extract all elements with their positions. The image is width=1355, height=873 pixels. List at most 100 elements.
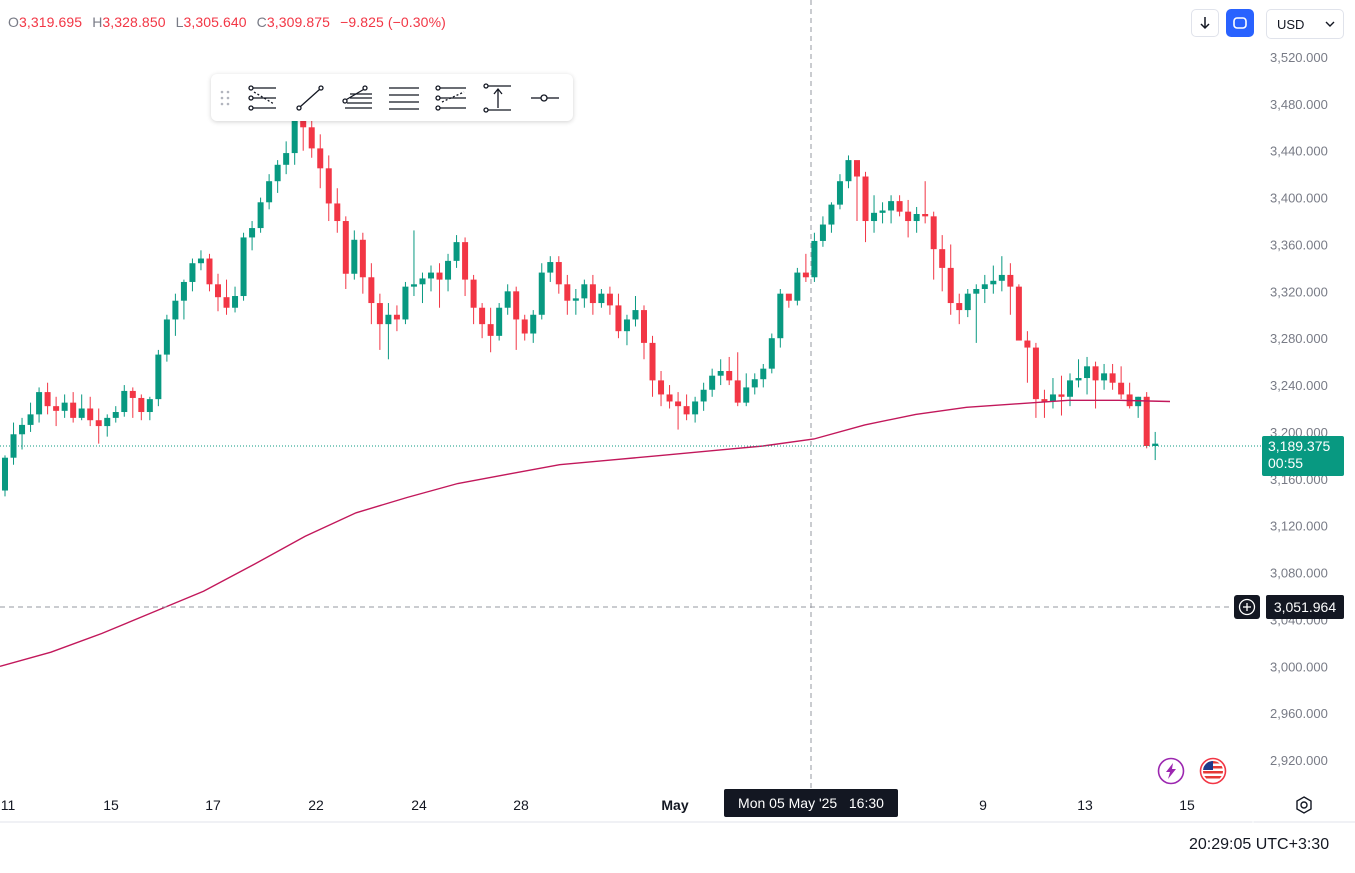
candle <box>419 272 426 304</box>
candle <box>402 281 409 325</box>
candle <box>27 402 34 432</box>
candle <box>351 230 358 280</box>
candle <box>819 216 826 247</box>
us-flag-icon[interactable] <box>1199 757 1227 785</box>
candle <box>1075 359 1082 388</box>
regression-trend-tool-icon <box>434 84 466 111</box>
plus-circle-icon <box>1238 598 1256 616</box>
candle <box>19 417 26 450</box>
candle <box>87 396 94 427</box>
drawing-tools-toolbar <box>211 74 573 121</box>
candle <box>692 396 699 423</box>
regression-trend-tool-button[interactable] <box>427 79 474 117</box>
candle <box>913 206 920 233</box>
candle <box>1007 263 1014 315</box>
candle <box>734 352 741 407</box>
candle <box>981 274 988 304</box>
price-tick-label: 3,480.000 <box>1270 97 1328 112</box>
candle <box>666 385 673 409</box>
candle <box>905 199 912 238</box>
crosshair-date-label: Mon 05 May '25 16:30 <box>724 789 898 817</box>
candle <box>428 265 434 292</box>
open-label: O <box>8 14 19 30</box>
horizontal-ray-tool-button[interactable] <box>521 79 568 117</box>
candle <box>78 394 85 421</box>
candle <box>283 141 290 175</box>
candle <box>572 288 579 315</box>
price-tick-label: 3,240.000 <box>1270 378 1328 393</box>
currency-select[interactable]: USD <box>1266 9 1344 39</box>
candle <box>649 335 656 397</box>
candle <box>376 293 383 350</box>
last-price-label: 3,189.375 00:55 <box>1262 436 1344 476</box>
candle <box>726 356 733 386</box>
candle <box>368 263 375 325</box>
candle <box>2 455 8 497</box>
candle <box>215 273 221 312</box>
drag-handle-icon[interactable] <box>211 89 239 107</box>
lightning-icon[interactable] <box>1157 757 1185 785</box>
candle <box>675 392 682 430</box>
candle <box>1049 378 1056 409</box>
ohlc-legend: O3,319.695 H3,328.850 L3,305.640 C3,309.… <box>8 14 452 30</box>
moving-average-line <box>0 399 1171 667</box>
candle <box>1032 342 1039 418</box>
candle <box>410 230 417 297</box>
parallel-channel-tool-icon <box>388 86 419 110</box>
time-axis[interactable]: 11 15 17 22 24 28 May 9 13 15 <box>1 797 1195 813</box>
candle <box>496 303 503 341</box>
candle <box>854 160 860 222</box>
candle <box>112 406 119 423</box>
candle <box>70 392 77 423</box>
candle <box>232 286 239 313</box>
candle <box>836 174 843 210</box>
candle <box>61 394 68 418</box>
candle <box>257 197 264 233</box>
candle <box>777 288 784 348</box>
high-label: H <box>92 14 103 30</box>
open-value: 3,319.695 <box>19 14 83 30</box>
trend-line-tool-button[interactable] <box>286 79 333 117</box>
add-alert-button[interactable] <box>1234 595 1260 619</box>
price-tick-label: 3,360.000 <box>1270 237 1328 252</box>
low-label: L <box>175 14 184 30</box>
chart-settings-icon[interactable] <box>1294 795 1314 815</box>
candle <box>521 314 528 341</box>
price-axis[interactable]: 3,520.000 3,480.000 3,440.000 3,400.000 3,36… <box>1270 50 1328 768</box>
crosshair-price-label: 3,051.964 <box>1266 595 1344 619</box>
candle <box>334 188 341 233</box>
price-range-tool-button[interactable] <box>474 79 521 117</box>
time-tick-label: 17 <box>205 797 221 813</box>
candle <box>547 256 554 282</box>
candle <box>445 253 452 292</box>
candle <box>871 195 878 233</box>
candle <box>317 134 324 189</box>
price-tick-label: 3,080.000 <box>1270 566 1328 581</box>
candle <box>785 293 792 308</box>
candle <box>922 181 929 224</box>
candle <box>930 211 937 280</box>
candle <box>1101 363 1108 390</box>
close-value: 3,309.875 <box>266 14 331 30</box>
low-value: 3,305.640 <box>183 14 247 30</box>
change-value: −9.825 (−0.30%) <box>340 14 446 30</box>
candle <box>641 305 647 360</box>
pitchfork-tool-button[interactable] <box>239 79 286 117</box>
candle <box>104 414 111 437</box>
utc-clock[interactable]: 20:29:05 UTC+3:30 <box>1189 836 1330 853</box>
price-tick-label: 3,120.000 <box>1270 519 1328 534</box>
candle <box>811 232 818 282</box>
candle <box>743 373 750 407</box>
candle <box>598 288 605 308</box>
time-tick-label: 22 <box>308 797 324 813</box>
auto-scale-button[interactable] <box>1226 9 1254 37</box>
fib-retracement-tool-button[interactable] <box>333 79 380 117</box>
candle <box>802 253 809 282</box>
candle <box>615 293 622 339</box>
candle <box>623 314 630 346</box>
parallel-channel-tool-button[interactable] <box>380 79 427 117</box>
scroll-to-realtime-button[interactable] <box>1191 9 1219 37</box>
candle <box>155 349 162 407</box>
fib-retracement-tool-icon <box>341 84 372 109</box>
